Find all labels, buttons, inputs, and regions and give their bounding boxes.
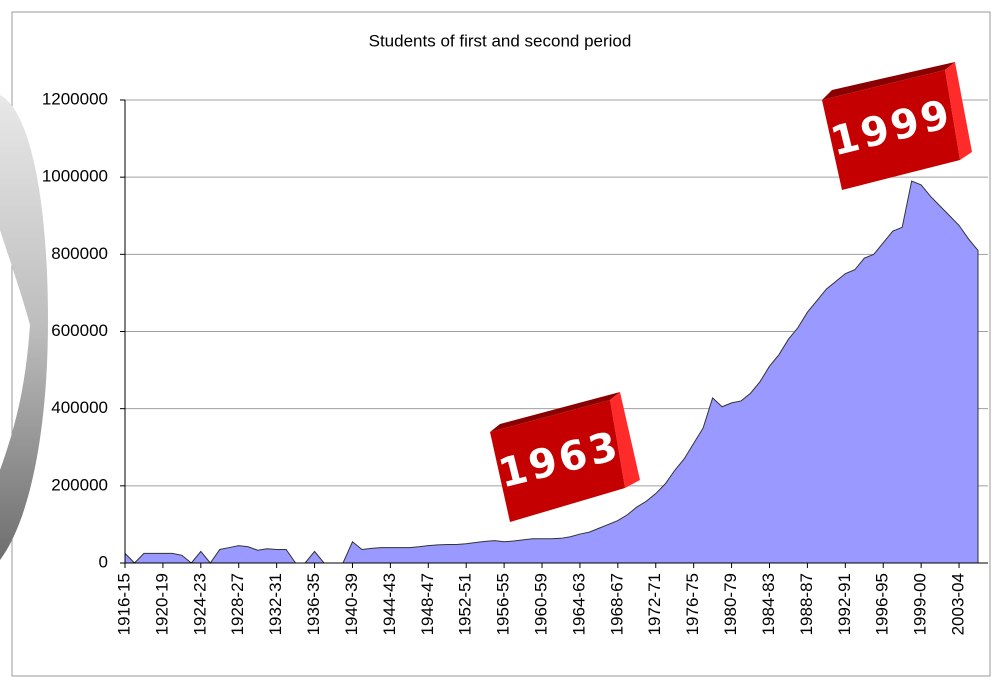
x-tick-label: 1956-55 xyxy=(494,573,513,635)
x-tick-label: 1988-87 xyxy=(797,573,816,635)
x-tick-label: 1999-00 xyxy=(911,573,930,635)
x-tick-label: 1960-59 xyxy=(532,573,551,635)
x-tick-label: 1980-79 xyxy=(721,573,740,635)
x-tick-label: 1944-43 xyxy=(380,573,399,635)
x-tick-label: 1964-63 xyxy=(569,573,588,635)
x-tick-label: 1996-95 xyxy=(873,573,892,635)
x-tick-label: 1920-19 xyxy=(152,573,171,635)
x-tick-label: 1932-31 xyxy=(266,573,285,635)
x-tick-label: 1948-47 xyxy=(418,573,437,635)
x-tick-label: 1936-35 xyxy=(304,573,323,635)
y-tick-label: 200000 xyxy=(51,475,108,494)
x-tick-label: 1916-15 xyxy=(114,573,133,635)
y-tick-label: 1200000 xyxy=(42,89,108,108)
plot: 0 200000 400000 600000 800000 1000000 1200000 1… xyxy=(42,89,988,635)
y-tick-label: 1000000 xyxy=(42,167,108,186)
x-tick-label: 1924-23 xyxy=(190,573,209,635)
area xyxy=(124,180,979,564)
y-tick-label: 400000 xyxy=(51,398,108,417)
x-tick-label: 2003-04 xyxy=(949,573,968,635)
callout-1999: 1999 xyxy=(822,62,972,190)
x-tick-label: 1976-75 xyxy=(683,573,702,635)
x-tick-label: 1952-51 xyxy=(456,573,475,635)
y-tick-label: 0 xyxy=(99,552,108,571)
x-tick-label: 1940-39 xyxy=(342,573,361,635)
x-tick-label: 1968-67 xyxy=(607,573,626,635)
chart-title: Students of first and second period xyxy=(369,31,632,50)
x-tick-label: 1992-91 xyxy=(835,573,854,635)
x-tick-label: 1928-27 xyxy=(228,573,247,635)
x-tick-label: 1984-83 xyxy=(759,573,778,635)
y-tick-label: 800000 xyxy=(51,244,108,263)
x-tick-label: 1972-71 xyxy=(645,573,664,635)
callout-1963: 1963 xyxy=(490,392,640,522)
decor-crescent xyxy=(0,95,48,560)
y-tick-label: 600000 xyxy=(51,321,108,340)
